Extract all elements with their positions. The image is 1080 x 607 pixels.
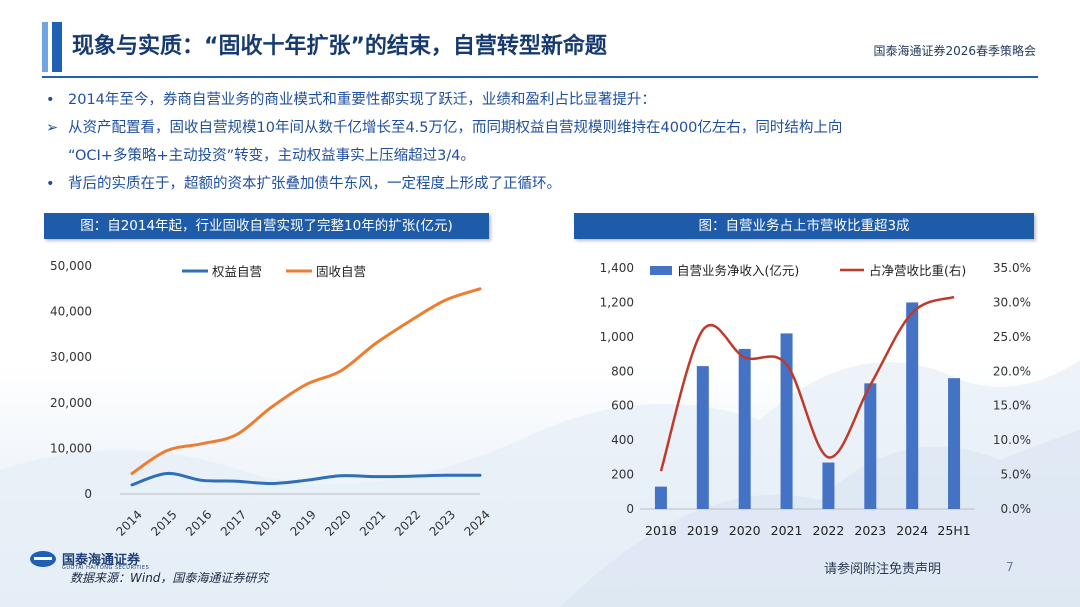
y2-tick-label: 15.0% <box>993 399 1031 413</box>
y2-tick-label: 5.0% <box>1001 468 1032 482</box>
bar <box>696 366 709 509</box>
y2-tick-label: 0.0% <box>1001 502 1032 516</box>
title-divider <box>42 76 1038 78</box>
bullet-text: 背后的实质在于，超额的资本扩张叠加债牛东风，一定程度上形成了正循环。 <box>68 176 561 192</box>
bar <box>864 383 877 509</box>
bullet-marker: • <box>46 92 55 108</box>
bullet-item: ➢ 从资产配置看，固收自营规模10年间从数千亿增长至4.5万亿，而同期权益自营规模… <box>46 114 1046 142</box>
x-tick-label: 2022 <box>813 523 845 538</box>
company-logo: 国泰海通证券 GUOTAI HAITONG SECURITIES <box>30 549 149 571</box>
legend-label: 权益自营 <box>212 264 262 279</box>
legend-label: 固收自营 <box>316 264 366 279</box>
legend-swatch-bar <box>650 266 672 275</box>
bullet-continuation: “OCI+多策略+主动投资”转变，主动权益事实上压缩超过3/4。 <box>46 142 1046 170</box>
y-tick-label: 600 <box>611 399 634 413</box>
bar <box>948 378 961 509</box>
title-accent <box>52 22 62 72</box>
bar <box>822 462 835 509</box>
x-tick-label: 2019 <box>687 523 719 538</box>
bullet-marker: • <box>46 176 55 192</box>
bullet-text: “OCI+多策略+主动投资”转变，主动权益事实上压缩超过3/4。 <box>68 148 475 164</box>
bullet-list: • 2014年至今，券商自营业务的商业模式和重要性都实现了跃迁，业绩和盈利占比显著… <box>46 86 1046 198</box>
y-tick-label: 800 <box>611 364 634 378</box>
x-tick-label: 2023 <box>854 523 886 538</box>
logo-english: GUOTAI HAITONG SECURITIES <box>62 565 150 571</box>
bar <box>654 486 667 509</box>
y2-tick-label: 30.0% <box>993 295 1031 309</box>
left-chart-title-text: 图：自2014年起，行业固收自营实现了完整10年的扩张(亿元) <box>80 218 453 234</box>
right-chart-title-text: 图：自营业务占上市营收比重超3成 <box>698 218 910 234</box>
x-tick-label: 2020 <box>729 523 761 538</box>
bullet-text: 从资产配置看，固收自营规模10年间从数千亿增长至4.5万亿，而同期权益自营规模则… <box>68 120 843 136</box>
y2-tick-label: 20.0% <box>993 364 1031 378</box>
x-tick-label: 25H1 <box>937 523 970 538</box>
bullet-text: 2014年至今，券商自营业务的商业模式和重要性都实现了跃迁，业绩和盈利占比显著提… <box>68 92 656 108</box>
y-tick-label: 0 <box>84 487 92 501</box>
left-chart-title: 图：自2014年起，行业固收自营实现了完整10年的扩张(亿元) <box>44 213 489 239</box>
title-accent-light <box>42 22 48 72</box>
y2-tick-label: 25.0% <box>993 330 1031 344</box>
page-title: 现象与实质：“固收十年扩张”的结束，自营转型新命题 <box>72 34 607 59</box>
x-tick-label: 2024 <box>896 523 928 538</box>
y-tick-label: 0 <box>626 502 634 516</box>
bullet-item: • 背后的实质在于，超额的资本扩张叠加债牛东风，一定程度上形成了正循环。 <box>46 170 1046 198</box>
data-source: 数据来源：Wind，国泰海通证券研究 <box>70 571 269 585</box>
y2-tick-label: 10.0% <box>993 433 1031 447</box>
logo-name: 国泰海通证券 <box>62 553 141 568</box>
y-tick-label: 20,000 <box>50 396 92 410</box>
conference-name: 国泰海通证券2026春季策略会 <box>873 44 1036 58</box>
x-tick-label: 2021 <box>771 523 803 538</box>
legend-label: 占净营收比重(右) <box>869 263 966 278</box>
bullet-item: • 2014年至今，券商自营业务的商业模式和重要性都实现了跃迁，业绩和盈利占比显著… <box>46 86 1046 114</box>
right-chart-title: 图：自营业务占上市营收比重超3成 <box>574 213 1034 239</box>
bar <box>780 333 793 509</box>
arrow-bullet-icon: ➢ <box>46 120 59 136</box>
legend-label: 自营业务净收入(亿元) <box>677 263 799 278</box>
y-tick-label: 1,200 <box>600 295 634 309</box>
page-number: 7 <box>1006 560 1014 574</box>
y2-tick-label: 35.0% <box>993 261 1031 275</box>
y-tick-label: 1,000 <box>600 330 634 344</box>
disclaimer-link[interactable]: 请参阅附注免责声明 <box>824 562 942 577</box>
y-tick-label: 400 <box>611 433 634 447</box>
bar <box>738 348 751 509</box>
y-tick-label: 40,000 <box>50 305 92 319</box>
y-tick-label: 1,400 <box>600 261 634 275</box>
x-tick-label: 2018 <box>645 523 677 538</box>
y-tick-label: 50,000 <box>50 259 92 273</box>
bar <box>906 302 919 509</box>
logo-icon <box>30 550 56 567</box>
y-tick-label: 30,000 <box>50 350 92 364</box>
y-tick-label: 10,000 <box>50 441 92 455</box>
y-tick-label: 200 <box>611 468 634 482</box>
